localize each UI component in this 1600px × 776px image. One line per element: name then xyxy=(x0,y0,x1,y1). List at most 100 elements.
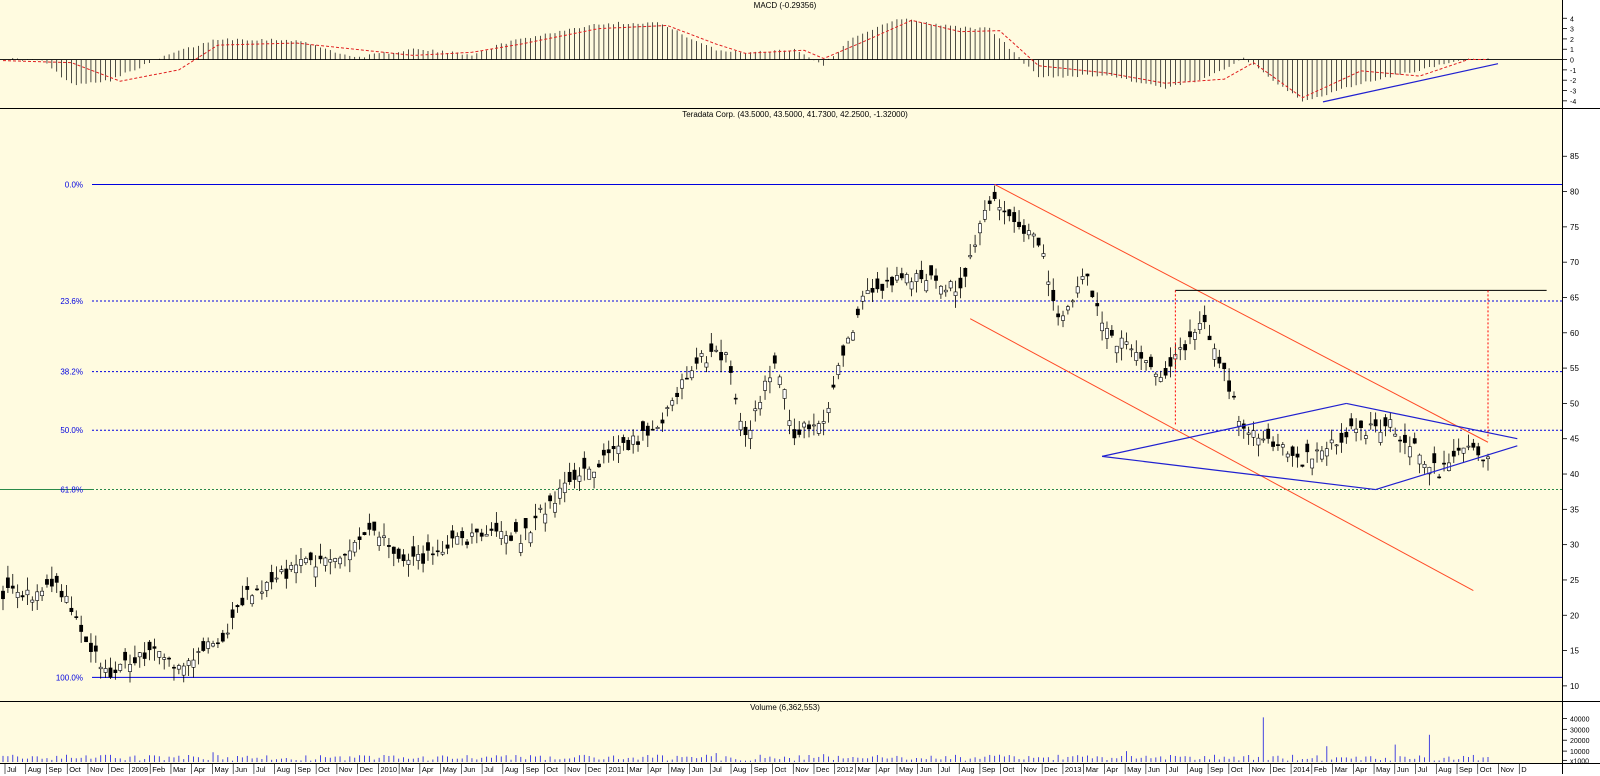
candlestick xyxy=(230,601,235,630)
candle-body xyxy=(284,568,289,579)
candle-body xyxy=(1432,453,1437,464)
candlestick xyxy=(1207,324,1212,341)
candlestick xyxy=(1320,445,1324,463)
price-axis-tick-label: 80 xyxy=(1570,188,1579,197)
candle-body xyxy=(597,463,601,468)
candle-body xyxy=(59,590,64,598)
candlestick xyxy=(1349,413,1354,430)
candle-body xyxy=(343,553,347,556)
candle-body xyxy=(924,280,929,292)
candlestick xyxy=(1300,464,1305,468)
candlestick xyxy=(225,623,230,639)
candle-body xyxy=(1339,432,1344,443)
candlestick xyxy=(1363,431,1368,445)
price-axis-tick-label: 65 xyxy=(1570,293,1579,302)
candlestick xyxy=(1017,210,1021,230)
candle-body xyxy=(474,528,479,533)
candlestick xyxy=(333,557,338,569)
candle-body xyxy=(1197,322,1202,330)
x-tick-label: Oct xyxy=(69,765,82,774)
candlestick xyxy=(1246,426,1251,445)
candlestick xyxy=(1153,372,1158,386)
candle-body xyxy=(1129,348,1134,351)
candlestick xyxy=(196,647,201,665)
candle-body xyxy=(1378,431,1383,443)
macd-axis-tick-label: -4 xyxy=(1570,99,1576,106)
candle-body xyxy=(1075,286,1080,294)
candlestick xyxy=(1456,438,1461,456)
candlestick xyxy=(54,573,59,593)
price-axis-tick-label: 40 xyxy=(1570,470,1579,479)
x-tick-label: Jul xyxy=(1169,765,1179,774)
candle-body xyxy=(479,532,484,537)
candlestick xyxy=(1,585,5,611)
candle-body xyxy=(572,469,577,480)
candle-body xyxy=(372,521,377,531)
candle-body xyxy=(132,657,137,664)
candle-body xyxy=(743,426,748,436)
candle-body xyxy=(367,522,372,530)
candle-body xyxy=(1422,464,1427,469)
candlestick xyxy=(909,277,914,297)
candle-body xyxy=(391,546,396,554)
candlestick xyxy=(220,629,225,643)
candlestick xyxy=(1212,343,1217,367)
price-plot: 0.0% 23.6% 38.2% 50.0% 61.8% 100.0% xyxy=(0,180,1562,683)
candle-body xyxy=(1105,328,1109,339)
candlestick xyxy=(1227,368,1232,400)
x-tick-label: May xyxy=(443,765,457,774)
candlestick xyxy=(763,375,767,400)
candle-body xyxy=(279,569,284,573)
candlestick xyxy=(601,443,606,464)
candlestick xyxy=(391,546,396,567)
candle-body xyxy=(1359,420,1363,428)
candle-body xyxy=(1061,315,1065,321)
candlestick xyxy=(1427,466,1432,486)
candlestick xyxy=(1481,459,1486,468)
xaxis-bg xyxy=(0,763,1600,774)
candlestick xyxy=(479,528,484,542)
candlestick xyxy=(865,278,870,295)
candlestick xyxy=(899,267,904,281)
candlestick xyxy=(1398,436,1402,453)
candlestick xyxy=(1193,328,1197,350)
candlestick xyxy=(567,462,572,485)
candle-body xyxy=(1144,360,1148,363)
candle-body xyxy=(1334,444,1339,447)
candle-body xyxy=(15,592,20,598)
candlestick xyxy=(1129,344,1134,358)
candle-body xyxy=(733,397,738,400)
x-tick-label: Apr xyxy=(1106,765,1118,774)
macd-axis-tick-label: 4 xyxy=(1570,16,1574,23)
candlestick xyxy=(665,405,670,417)
candlestick xyxy=(255,585,259,591)
candlestick xyxy=(831,376,836,390)
candlestick xyxy=(797,421,802,438)
candlestick xyxy=(621,434,626,451)
x-tick-label: Jun xyxy=(692,765,704,774)
candle-body xyxy=(299,559,303,566)
price-axis-tick-label: 85 xyxy=(1570,152,1579,161)
candle-body xyxy=(396,548,401,559)
candlestick xyxy=(777,374,782,389)
candlestick xyxy=(1334,443,1339,455)
candlestick xyxy=(582,451,587,481)
candlestick xyxy=(992,185,997,202)
candle-body xyxy=(1295,453,1300,458)
candle-body xyxy=(1139,352,1144,359)
candlestick xyxy=(504,530,509,555)
candle-body xyxy=(460,531,465,539)
candlestick xyxy=(836,362,841,380)
candlestick xyxy=(1305,439,1310,463)
x-tick-label: Mar xyxy=(173,765,186,774)
candle-body xyxy=(1041,253,1046,257)
candlestick xyxy=(1354,418,1359,442)
volume-panel-bg xyxy=(0,702,1562,763)
candlestick xyxy=(186,658,191,676)
candlestick xyxy=(1437,473,1442,479)
candle-body xyxy=(909,281,914,290)
candle-body xyxy=(758,402,763,410)
candlestick xyxy=(372,521,377,536)
candle-body xyxy=(1300,464,1305,467)
candle-body xyxy=(1183,344,1188,351)
